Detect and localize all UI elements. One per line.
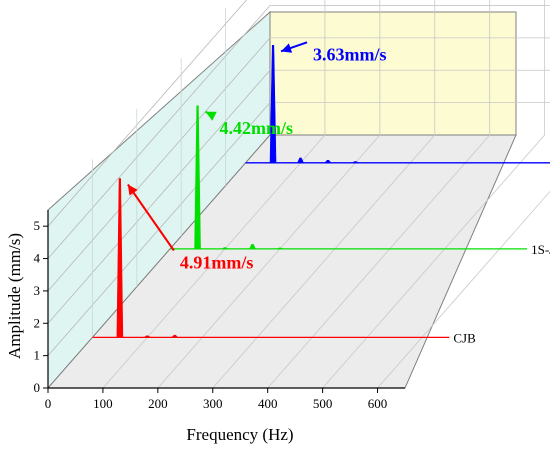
- side-wall-gridline: [47, 0, 247, 227]
- floor-gridline: [322, 134, 545, 389]
- y-axis-label: Amplitude (mm/s): [5, 233, 24, 359]
- series-group: CJB 1S-JB 3S-JB: [92, 45, 550, 345]
- x-tick-label: 300: [203, 396, 223, 411]
- spectrum-peak: [194, 105, 201, 250]
- x-tick-label: 600: [368, 396, 388, 411]
- axes: 0 100 200 300 400 500 600 0 1 2 3 4 5: [34, 210, 405, 411]
- peak-annotation: 4.42mm/s: [220, 118, 293, 138]
- annotation-arrowhead: [205, 111, 217, 121]
- spectrum-peak: [324, 159, 332, 164]
- floor-gridline: [212, 134, 436, 389]
- y-tick-label: 1: [34, 348, 41, 363]
- annotations: 4.91mm/s 4.42mm/s 3.63mm/s: [127, 41, 387, 272]
- series-1S-JB: 1S-JB: [170, 105, 550, 257]
- side-wall-gridline: [47, 37, 271, 292]
- x-tick-label: 400: [258, 396, 278, 411]
- x-tick-label: 0: [45, 396, 52, 411]
- spectrum-peak: [171, 334, 179, 338]
- y-tick-label: 3: [34, 283, 41, 298]
- side-wall-gridline: [47, 5, 271, 259]
- spectrum-peak: [220, 247, 230, 250]
- peak-annotation: 3.63mm/s: [313, 44, 387, 64]
- x-tick-label: 200: [148, 396, 168, 411]
- side-wall-gridline: [47, 70, 271, 324]
- floor-gridline: [377, 190, 550, 389]
- x-tick-label: 100: [93, 396, 113, 411]
- annotation-arrowhead: [281, 43, 293, 53]
- y-tick-label: 0: [34, 380, 41, 395]
- y-tick-label: 2: [34, 315, 41, 330]
- spectrum-peak: [116, 178, 124, 338]
- floor-gridline: [157, 134, 381, 389]
- floor-gridline: [102, 134, 326, 389]
- series-CJB: CJB: [92, 178, 476, 345]
- y-tick-label: 4: [34, 251, 41, 266]
- peak-annotation: 4.91mm/s: [180, 252, 254, 272]
- annotation-arrow: [127, 183, 175, 252]
- spectrum-peak: [249, 244, 256, 250]
- spectrum-peak: [143, 335, 152, 338]
- x-tick-label: 500: [313, 396, 333, 411]
- series-3S-JB: 3S-JB: [245, 45, 550, 164]
- grid-lines: [47, 0, 550, 389]
- series-label: 1S-JB: [531, 242, 550, 257]
- spectrum-peak: [297, 157, 304, 164]
- y-tick-label: 5: [34, 218, 41, 233]
- series-label: CJB: [453, 330, 476, 345]
- spectrum-peak: [351, 161, 360, 164]
- x-axis-label: Frequency (Hz): [186, 425, 293, 444]
- floor-gridline: [267, 134, 490, 389]
- spectrum-peak: [276, 247, 284, 250]
- spectrum-peak: [269, 45, 277, 164]
- annotation-arrowhead: [127, 184, 138, 196]
- back-wall-panel: [269, 11, 517, 136]
